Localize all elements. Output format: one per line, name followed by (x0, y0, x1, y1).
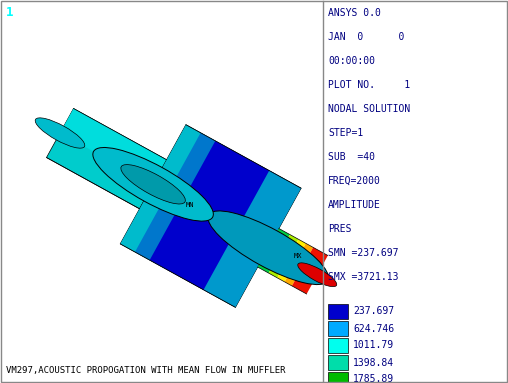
Text: 624.746: 624.746 (353, 324, 394, 334)
Text: SMX =3721.13: SMX =3721.13 (328, 272, 398, 282)
Polygon shape (269, 234, 299, 278)
Polygon shape (120, 125, 301, 307)
Text: 1011.79: 1011.79 (353, 340, 394, 350)
Text: 1398.84: 1398.84 (353, 357, 394, 368)
Polygon shape (328, 321, 348, 336)
Text: FREQ=2000: FREQ=2000 (328, 176, 381, 186)
Polygon shape (328, 304, 348, 319)
Text: AMPLITUDE: AMPLITUDE (328, 200, 381, 210)
Text: VM297,ACOUSTIC PROPOGATION WITH MEAN FLOW IN MUFFLER: VM297,ACOUSTIC PROPOGATION WITH MEAN FLO… (6, 366, 285, 375)
Text: JAN  0      0: JAN 0 0 (328, 32, 404, 42)
Polygon shape (277, 239, 306, 282)
Text: NODAL SOLUTION: NODAL SOLUTION (328, 104, 410, 114)
Ellipse shape (35, 118, 85, 148)
Polygon shape (328, 372, 348, 383)
Polygon shape (328, 355, 348, 370)
Text: PRES: PRES (328, 224, 352, 234)
Ellipse shape (121, 165, 185, 204)
Text: MX: MX (294, 253, 302, 259)
Text: SUB  =40: SUB =40 (328, 152, 375, 162)
Polygon shape (60, 108, 167, 184)
Polygon shape (328, 338, 348, 353)
Polygon shape (150, 141, 276, 294)
Polygon shape (284, 243, 313, 286)
Polygon shape (204, 171, 301, 307)
Polygon shape (135, 133, 233, 270)
Text: PLOT NO.     1: PLOT NO. 1 (328, 80, 410, 90)
Text: 00:00:00: 00:00:00 (328, 56, 375, 66)
Ellipse shape (208, 211, 329, 285)
Text: 1: 1 (6, 6, 14, 19)
Text: STEP=1: STEP=1 (328, 128, 363, 138)
Text: 237.697: 237.697 (353, 306, 394, 316)
Text: 1785.89: 1785.89 (353, 375, 394, 383)
Text: SMN =237.697: SMN =237.697 (328, 248, 398, 258)
Text: ANSYS 0.0: ANSYS 0.0 (328, 8, 381, 18)
Polygon shape (120, 125, 215, 260)
Polygon shape (258, 229, 290, 273)
Ellipse shape (93, 147, 213, 221)
Polygon shape (47, 108, 167, 209)
Polygon shape (292, 247, 328, 294)
Text: MN: MN (185, 202, 194, 208)
Ellipse shape (298, 263, 337, 286)
